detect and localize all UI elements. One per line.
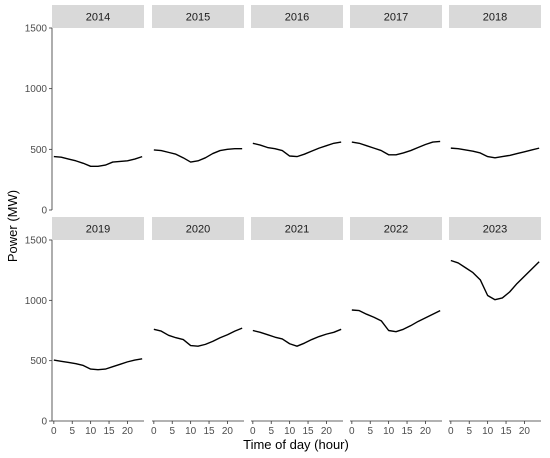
x-tick-label: 10 xyxy=(482,426,494,437)
y-tick-label: 500 xyxy=(30,145,47,156)
x-tick-label: 15 xyxy=(203,426,215,437)
x-tick-label: 10 xyxy=(284,426,296,437)
facet-panel-2023: 2023 0 5 10 15 20 xyxy=(448,217,541,437)
series-line-2022 xyxy=(351,309,441,333)
facet-strip xyxy=(449,5,541,28)
facet-strip-label: 2021 xyxy=(285,224,309,236)
x-tick-label: 20 xyxy=(122,426,134,437)
x-tick-label: 15 xyxy=(103,426,115,437)
facet-strip xyxy=(251,5,343,28)
series-line-2020 xyxy=(153,327,243,347)
x-axis-title: Time of day (hour) xyxy=(243,437,349,452)
x-tick-label: 20 xyxy=(222,426,234,437)
facet-panel-2014: 2014 0 500 1000 1500 xyxy=(25,5,144,217)
facet-strip-label: 2018 xyxy=(483,12,507,24)
series-line-2015 xyxy=(153,148,243,163)
facet-strip-label: 2014 xyxy=(86,12,110,24)
facet-strip xyxy=(251,217,343,240)
facet-panel-2019: 2019 0 500 1000 1500 0 5 10 15 20 xyxy=(25,217,144,437)
x-tick-label: 5 xyxy=(169,426,175,437)
facet-panel-2020: 2020 0 5 10 15 20 xyxy=(151,217,244,437)
facet-strip-label: 2023 xyxy=(483,224,507,236)
x-tick-label: 10 xyxy=(383,426,395,437)
facet-strip-label: 2017 xyxy=(384,12,408,24)
series-line-2018 xyxy=(450,147,540,159)
facet-panel-2022: 2022 0 5 10 15 20 xyxy=(349,217,442,437)
facet-strip xyxy=(449,217,541,240)
facet-strip-label: 2020 xyxy=(186,224,210,236)
facet-strip xyxy=(350,5,442,28)
y-tick-label: 1500 xyxy=(25,24,48,35)
y-tick-label: 0 xyxy=(41,417,47,428)
facet-strip xyxy=(52,217,144,240)
x-tick-label: 0 xyxy=(250,426,256,437)
x-tick-label: 20 xyxy=(321,426,333,437)
x-tick-label: 15 xyxy=(302,426,314,437)
series-line-2021 xyxy=(252,328,342,347)
facet-panel-2021: 2021 0 5 10 15 20 xyxy=(250,217,343,437)
series-line-2023 xyxy=(450,259,540,301)
facet-strip-label: 2016 xyxy=(285,12,309,24)
y-tick-label: 0 xyxy=(41,206,47,217)
y-axis-title: Power (MW) xyxy=(5,190,20,262)
facet-strip-label: 2022 xyxy=(384,224,408,236)
x-tick-label: 20 xyxy=(519,426,531,437)
facet-strip xyxy=(52,5,144,28)
facet-strip xyxy=(152,217,244,240)
facet-panel-2015: 2015 xyxy=(152,5,244,163)
facet-strip-label: 2019 xyxy=(86,224,110,236)
facet-strip xyxy=(152,5,244,28)
x-tick-label: 5 xyxy=(268,426,274,437)
y-tick-label: 1000 xyxy=(25,84,48,95)
facet-panel-2016: 2016 xyxy=(251,5,343,158)
x-tick-label: 15 xyxy=(500,426,512,437)
x-tick-label: 15 xyxy=(401,426,413,437)
facet-strip xyxy=(350,217,442,240)
series-line-2017 xyxy=(351,140,441,156)
x-tick-label: 5 xyxy=(367,426,373,437)
x-tick-label: 10 xyxy=(85,426,97,437)
x-tick-label: 0 xyxy=(151,426,157,437)
x-tick-label: 0 xyxy=(448,426,454,437)
facet-strip-label: 2015 xyxy=(186,12,210,24)
y-tick-label: 1000 xyxy=(25,296,48,307)
x-tick-label: 20 xyxy=(420,426,432,437)
facet-panel-2017: 2017 xyxy=(350,5,442,156)
y-tick-label: 500 xyxy=(30,356,47,367)
x-tick-label: 5 xyxy=(69,426,75,437)
x-tick-label: 0 xyxy=(349,426,355,437)
x-tick-label: 5 xyxy=(466,426,472,437)
x-tick-label: 0 xyxy=(51,426,57,437)
series-line-2019 xyxy=(53,358,143,371)
facet-panel-2018: 2018 xyxy=(449,5,541,159)
series-line-2014 xyxy=(53,155,143,168)
x-tick-label: 10 xyxy=(185,426,197,437)
y-tick-label: 1500 xyxy=(25,236,48,247)
y-axis-title-group: Power (MW) xyxy=(5,190,20,262)
series-line-2016 xyxy=(252,141,342,158)
